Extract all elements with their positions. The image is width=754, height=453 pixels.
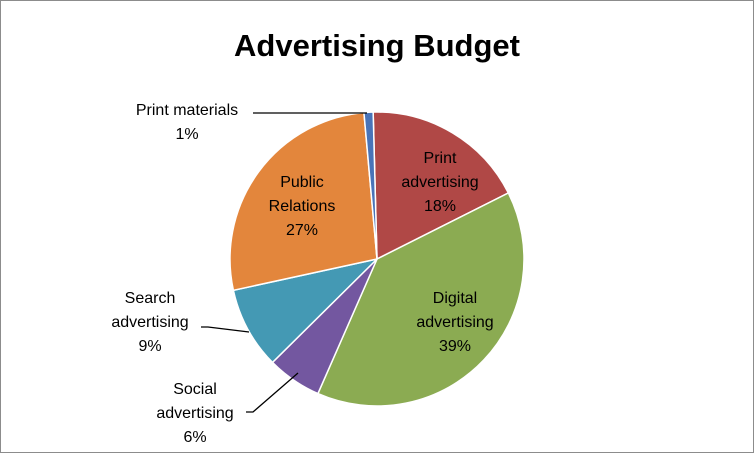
leader-lines: [201, 112, 367, 413]
pie-slice: [229, 111, 378, 292]
slice-label: Print materials 1%: [136, 102, 238, 143]
pie-slices: [229, 111, 525, 407]
leader-line: [246, 372, 299, 413]
slice-labels: Print advertising 18% Digital advertising 39%…: [111, 102, 493, 446]
slice-label: Search advertising 9%: [111, 290, 188, 355]
slice-label: Digital advertising 39%: [416, 290, 493, 355]
pie-slice: [316, 191, 525, 407]
pie-slice: [372, 111, 510, 261]
slice-label: Print advertising 18%: [401, 150, 478, 215]
slice-label: Public Relations 27%: [269, 174, 336, 239]
slice-label: Social advertising 6%: [156, 381, 233, 446]
chart-title: Advertising Budget: [234, 28, 520, 63]
pie-slice: [232, 257, 380, 364]
leader-line: [201, 326, 250, 333]
